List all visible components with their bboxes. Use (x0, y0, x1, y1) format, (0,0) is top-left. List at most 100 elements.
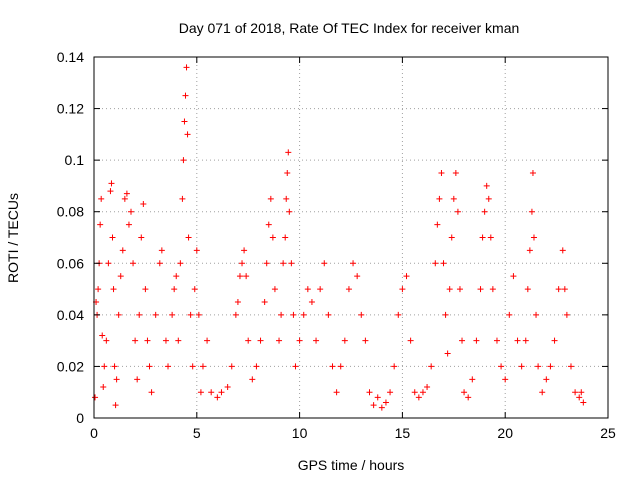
y-tick-label: 0.02 (57, 358, 84, 374)
y-tick-label: 0.1 (65, 152, 85, 168)
data-point (561, 286, 568, 293)
data-point (269, 234, 276, 241)
data-point (224, 384, 231, 391)
data-point (179, 195, 186, 202)
data-point (218, 389, 225, 396)
data-point (296, 337, 303, 344)
data-point (424, 384, 431, 391)
x-axis-label: GPS time / hours (298, 457, 405, 473)
data-point (146, 363, 153, 370)
data-point (567, 363, 574, 370)
data-point (442, 311, 449, 318)
y-tick-label: 0.06 (57, 255, 84, 271)
data-point (110, 286, 117, 293)
data-point (162, 337, 169, 344)
data-point (522, 337, 529, 344)
data-point (290, 311, 297, 318)
x-tick-label: 0 (90, 425, 98, 441)
data-point (101, 363, 108, 370)
data-point (280, 260, 287, 267)
data-point (283, 195, 290, 202)
data-point (559, 247, 566, 254)
data-point (300, 311, 307, 318)
data-point (132, 337, 139, 344)
data-point (535, 363, 542, 370)
data-point (204, 337, 211, 344)
y-tick-label: 0.12 (57, 101, 84, 117)
data-point (461, 389, 468, 396)
data-point (282, 234, 289, 241)
data-point (239, 260, 246, 267)
data-point (152, 311, 159, 318)
data-point (580, 399, 587, 406)
data-point (103, 337, 110, 344)
data-point (337, 363, 344, 370)
data-point (267, 195, 274, 202)
data-point (395, 311, 402, 318)
data-point (169, 311, 176, 318)
grid-lines (94, 57, 608, 418)
data-point (473, 337, 480, 344)
data-point (485, 195, 492, 202)
data-point (109, 234, 116, 241)
data-point (177, 260, 184, 267)
data-point (506, 311, 513, 318)
data-point (528, 208, 535, 215)
data-point (354, 273, 361, 280)
data-point (144, 337, 151, 344)
data-point (362, 337, 369, 344)
data-point (555, 286, 562, 293)
data-point (436, 195, 443, 202)
data-point (108, 180, 115, 187)
data-point (121, 195, 128, 202)
x-axis-ticks: 0 5 10 15 20 25 (90, 57, 616, 441)
x-tick-label: 20 (497, 425, 513, 441)
data-point (454, 208, 461, 215)
data-point (321, 260, 328, 267)
data-point (477, 286, 484, 293)
data-point (228, 363, 235, 370)
data-point (510, 273, 517, 280)
data-point (317, 286, 324, 293)
data-point (180, 157, 187, 164)
data-point (241, 247, 248, 254)
data-point (130, 260, 137, 267)
data-point (175, 337, 182, 344)
data-point (245, 337, 252, 344)
data-point (524, 286, 531, 293)
data-point (125, 221, 132, 228)
data-point (208, 389, 215, 396)
data-point (526, 247, 533, 254)
y-axis-ticks: 0 0.02 0.04 0.06 0.08 0.1 0.12 0.14 (57, 49, 608, 426)
data-point (428, 363, 435, 370)
data-point (187, 311, 194, 318)
data-point (432, 260, 439, 267)
data-point (456, 286, 463, 293)
data-point (99, 332, 106, 339)
data-point (263, 260, 270, 267)
data-point (547, 363, 554, 370)
data-point (261, 298, 268, 305)
data-point (265, 221, 272, 228)
data-point (257, 337, 264, 344)
data-point (276, 337, 283, 344)
data-point (539, 389, 546, 396)
data-point (450, 195, 457, 202)
data-point (333, 389, 340, 396)
data-point (551, 337, 558, 344)
data-point (382, 399, 389, 406)
data-point (514, 337, 521, 344)
data-point (444, 350, 451, 357)
data-point (483, 182, 490, 189)
data-point (459, 337, 466, 344)
data-point (366, 389, 373, 396)
data-point (236, 273, 243, 280)
data-point (350, 260, 357, 267)
data-point (498, 363, 505, 370)
data-point (411, 389, 418, 396)
x-tick-label: 5 (193, 425, 201, 441)
data-point (232, 311, 239, 318)
data-point (189, 363, 196, 370)
data-point (399, 286, 406, 293)
data-point (181, 118, 188, 125)
